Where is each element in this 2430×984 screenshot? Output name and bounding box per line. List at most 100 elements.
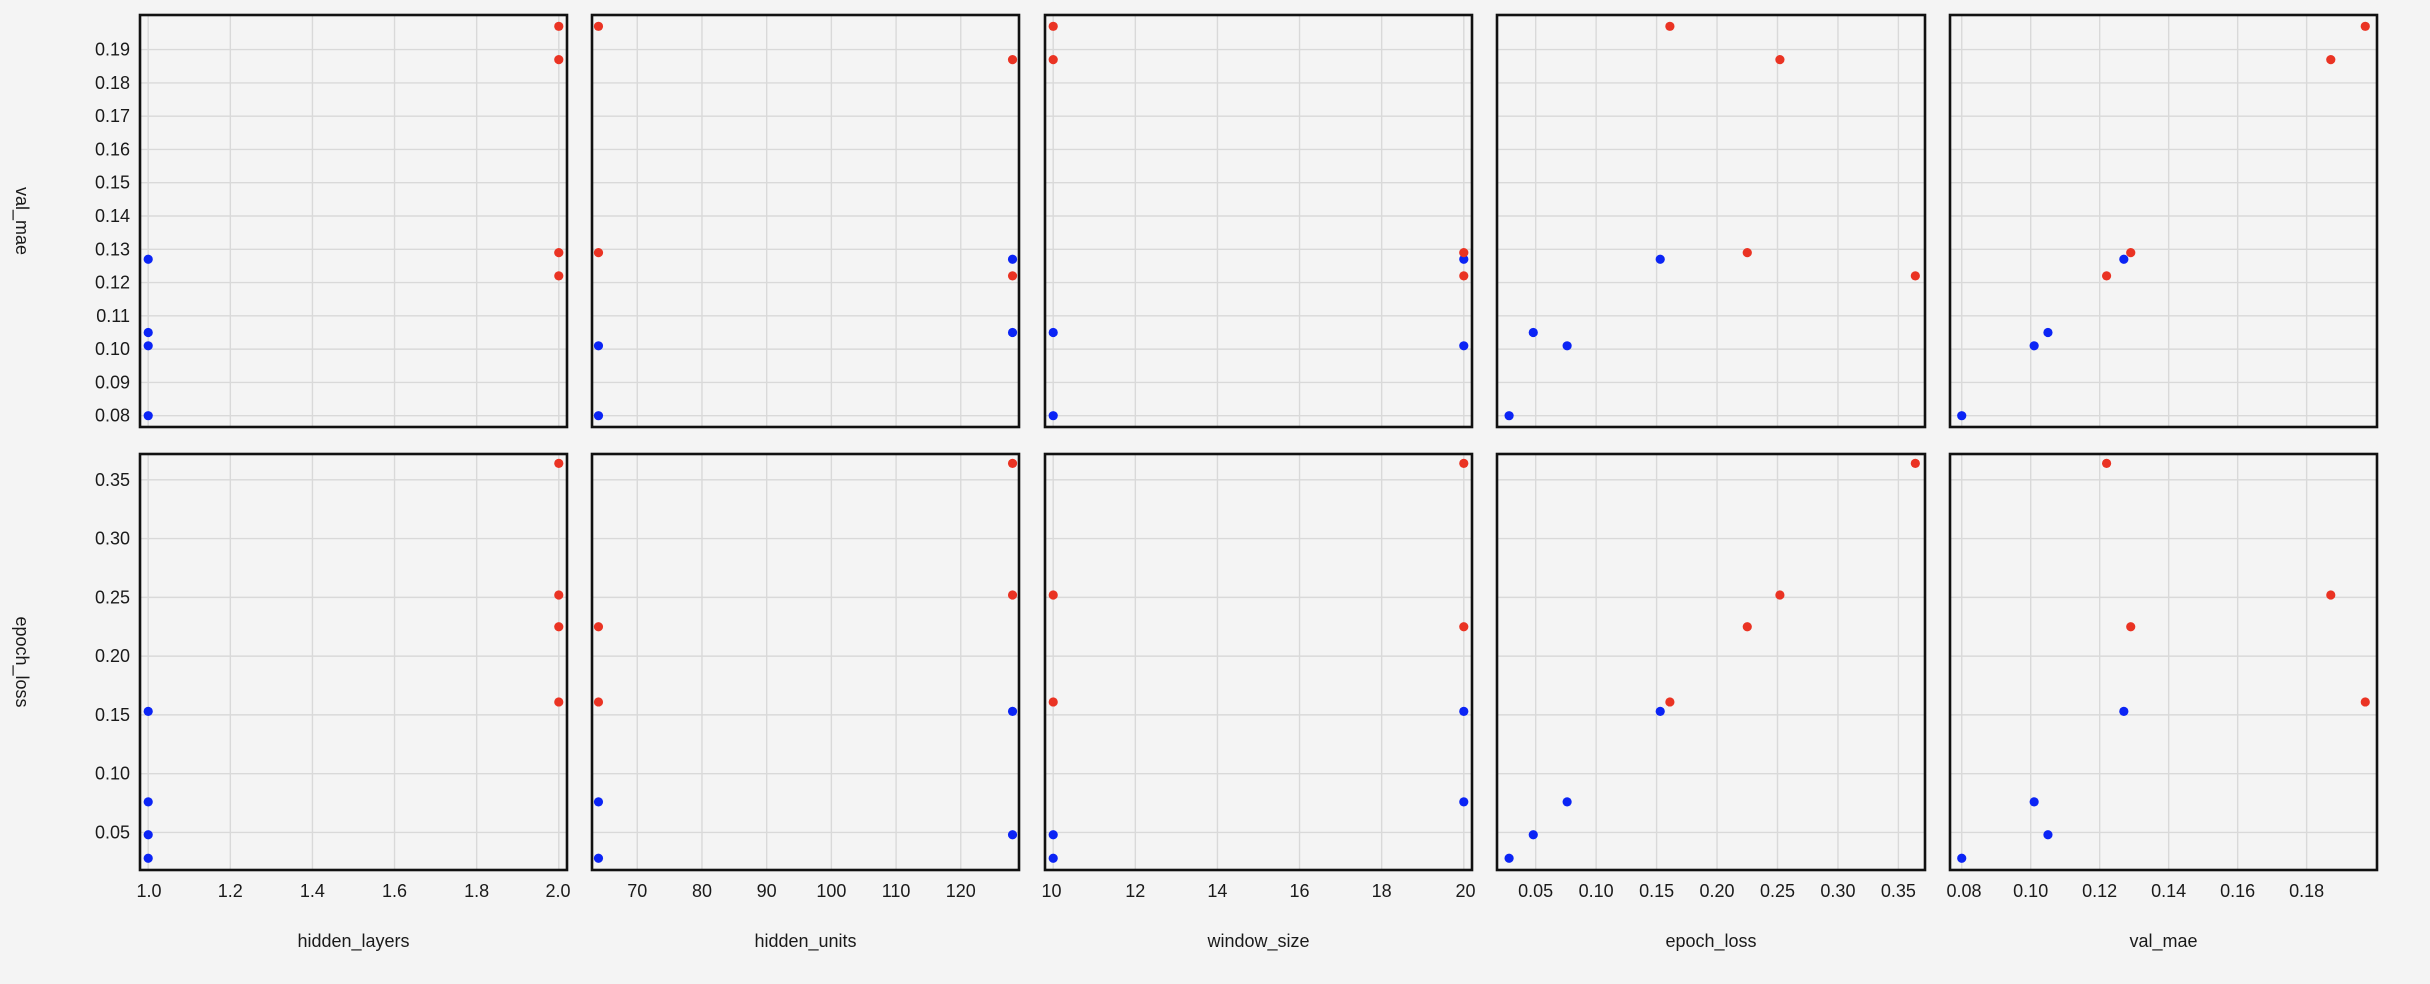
y-tick-label: 0.17 xyxy=(95,106,130,126)
scatter-point xyxy=(2326,54,2336,65)
panel-epoch_loss-vs-val_mae xyxy=(1948,452,2379,872)
x-tick-label: 70 xyxy=(627,881,647,901)
scatter-point xyxy=(1775,54,1785,65)
panel-frame xyxy=(1948,13,2379,429)
panel-frame xyxy=(590,452,1021,872)
scatter-point xyxy=(1007,254,1018,264)
scatter-point xyxy=(143,327,153,338)
x-tick-label: 0.10 xyxy=(1579,881,1614,901)
x-tick-label: 0.15 xyxy=(1639,881,1674,901)
scatter-point xyxy=(1665,21,1675,31)
scatter-point xyxy=(1459,341,1469,351)
scatter-point xyxy=(593,797,604,807)
gutter-mask xyxy=(1022,878,1042,908)
panel-epoch_loss-vs-hidden_units xyxy=(590,452,1021,872)
points-group xyxy=(143,458,564,863)
scatter-point xyxy=(593,697,604,707)
panel-epoch_loss-vs-epoch_loss xyxy=(1495,452,1927,872)
scatter-point xyxy=(593,622,604,632)
x-axis-title: hidden_units xyxy=(754,931,856,952)
panel-frame xyxy=(1043,452,1474,872)
plot-area xyxy=(140,15,567,427)
scatter-point xyxy=(1528,327,1538,338)
plot-area xyxy=(1497,454,1925,870)
scatter-point xyxy=(2119,706,2129,716)
x-tick-label: 20 xyxy=(1455,881,1475,901)
scatter-point xyxy=(554,54,564,65)
y-tick-label: 0.10 xyxy=(95,764,130,784)
plot-area xyxy=(1497,15,1925,427)
scatter-point xyxy=(1742,622,1752,632)
x-tick-label: 1.4 xyxy=(300,881,325,901)
panel-frame xyxy=(138,13,569,429)
scatter-point xyxy=(1775,590,1785,600)
points-group xyxy=(1504,458,1920,863)
scatter-point xyxy=(1957,853,1967,863)
scatter-point xyxy=(143,797,153,807)
plot-area xyxy=(140,454,567,870)
plot-area xyxy=(592,15,1019,427)
scatter-point xyxy=(2360,697,2370,707)
y-tick-label: 0.30 xyxy=(95,529,130,549)
panel-epoch_loss-vs-window_size xyxy=(1043,452,1474,872)
scatter-point xyxy=(1655,254,1665,264)
scatter-point xyxy=(1007,54,1018,65)
scatter-point xyxy=(1007,706,1018,716)
points-group xyxy=(593,21,1018,421)
scatter-point xyxy=(1655,706,1665,716)
x-tick-label: 0.25 xyxy=(1760,881,1795,901)
scatter-point xyxy=(1957,411,1967,421)
scatter-point xyxy=(2029,341,2039,351)
x-tick-label: 0.14 xyxy=(2151,881,2186,901)
x-axis-title: hidden_layers xyxy=(297,931,409,952)
scatter-point xyxy=(593,411,604,421)
y-tick-label: 0.15 xyxy=(95,173,130,193)
gutter-mask xyxy=(570,878,589,908)
y-axis-title: epoch_loss xyxy=(11,616,32,707)
scatter-point xyxy=(1048,411,1058,421)
scatter-point xyxy=(1504,411,1514,421)
scatter-point xyxy=(554,271,564,281)
scatter-point xyxy=(593,248,604,258)
x-tick-label: 1.6 xyxy=(382,881,407,901)
gutter-mask xyxy=(1928,878,1947,908)
scatter-point xyxy=(2126,248,2136,258)
y-tick-label: 0.08 xyxy=(95,406,130,426)
scatter-point xyxy=(1048,21,1058,31)
scatter-point xyxy=(1910,271,1920,281)
x-tick-label: 120 xyxy=(946,881,976,901)
scatter-point xyxy=(593,341,604,351)
scatter-point xyxy=(554,697,564,707)
panel-val_mae-vs-hidden_layers xyxy=(138,13,569,429)
panel-val_mae-vs-epoch_loss xyxy=(1495,13,1927,429)
panel-val_mae-vs-window_size xyxy=(1043,13,1474,429)
x-tick-label: 10 xyxy=(1042,881,1062,901)
y-tick-label: 0.16 xyxy=(95,139,130,159)
scatter-point xyxy=(1007,458,1018,469)
y-tick-label: 0.20 xyxy=(95,646,130,666)
scatter-point xyxy=(1048,697,1058,707)
scatter-point xyxy=(1007,830,1018,840)
scatter-point xyxy=(554,21,564,31)
points-group xyxy=(1957,458,2370,863)
scatter-point xyxy=(1459,271,1469,281)
y-tick-label: 0.11 xyxy=(96,306,130,326)
x-tick-label: 16 xyxy=(1290,881,1310,901)
scatter-point xyxy=(1007,327,1018,338)
scatter-point xyxy=(1528,830,1538,840)
scatter-point xyxy=(1742,248,1752,258)
scatter-point xyxy=(2326,590,2336,600)
scatter-point xyxy=(1504,853,1514,863)
panel-frame xyxy=(1495,13,1927,429)
scatter-point xyxy=(1562,341,1572,351)
scatter-point xyxy=(593,853,604,863)
y-tick-label: 0.35 xyxy=(95,470,130,490)
y-tick-label: 0.12 xyxy=(95,273,130,293)
x-tick-label: 1.2 xyxy=(218,881,243,901)
x-axis-title: val_mae xyxy=(2129,931,2197,952)
scatter-point xyxy=(1459,797,1469,807)
scatter-point xyxy=(554,458,564,469)
x-tick-label: 1.0 xyxy=(137,881,162,901)
plot-area xyxy=(1950,454,2377,870)
